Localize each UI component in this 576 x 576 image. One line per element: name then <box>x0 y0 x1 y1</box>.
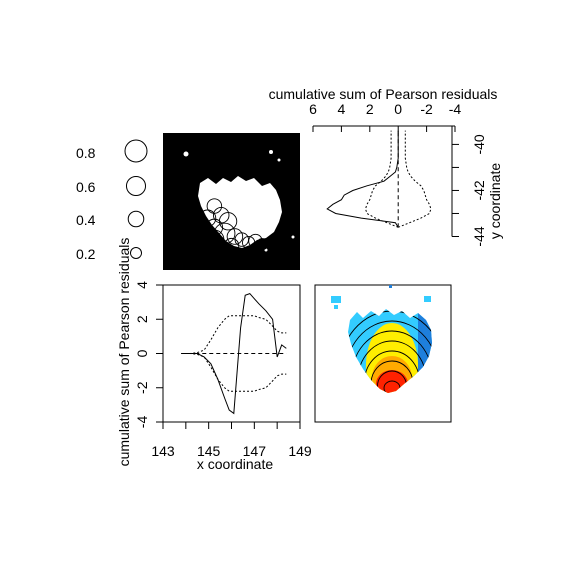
bubble-legend-label: 0.6 <box>76 179 96 195</box>
y-panel-right-tick-label: -42 <box>471 180 487 200</box>
bubble-legend-circle <box>124 139 148 163</box>
residual-bubble <box>226 228 244 245</box>
x-panel-left-axis-label: cumulative sum of Pearson residuals <box>116 238 132 467</box>
x-residual-panel: 143 145 147 149 -4 -2 0 2 4 x coordinate cumula… <box>116 238 312 472</box>
y-panel-top-tick-label: -4 <box>449 101 462 117</box>
field-speck <box>334 305 338 309</box>
y-panel-right-tick-label: -40 <box>471 134 487 154</box>
bubble-map-panel <box>163 133 300 270</box>
y-panel-top-tick-label: 4 <box>338 101 346 117</box>
bubble-legend: 0.8 0.6 0.4 0.2 <box>76 139 148 262</box>
x-panel-left-tick-label: 2 <box>134 315 150 323</box>
y-panel-top-tick-label: 2 <box>366 101 374 117</box>
smoothed-field-panel <box>314 284 452 423</box>
island-speck <box>269 150 273 154</box>
x-panel-bottom-tick-label: 147 <box>243 443 267 459</box>
x-panel-bottom-tick-label: 145 <box>197 443 221 459</box>
residual-bubble <box>204 229 225 250</box>
y-panel-series <box>326 130 432 228</box>
x-panel-bottom-axis-label: x coordinate <box>197 456 273 472</box>
y-panel-right-tick-label: -44 <box>471 226 487 246</box>
y-panel-right-axis: -44 -42 -40 <box>451 126 487 247</box>
island-speck <box>291 235 295 239</box>
island-speck <box>277 158 281 162</box>
x-panel-upper-envelope-line <box>181 315 287 354</box>
y-panel-top-tick-label: -2 <box>420 101 433 117</box>
bubble-legend-label: 0.2 <box>76 246 96 262</box>
y-panel-top-axis: 6 4 2 0 -2 -4 <box>309 101 461 132</box>
island-land-mask <box>198 176 282 248</box>
bubble-legend-circle <box>127 210 145 228</box>
y-residual-panel: cumulative sum of Pearson residuals 6 4 2 0… <box>269 86 503 247</box>
bubble-legend-label: 0.8 <box>76 145 96 161</box>
x-panel-bottom-tick-label: 143 <box>151 443 175 459</box>
island-speck <box>183 151 189 157</box>
y-panel-top-axis-label: cumulative sum of Pearson residuals <box>269 86 498 102</box>
bubble-legend-label: 0.4 <box>76 212 96 228</box>
residual-bubble <box>223 237 240 254</box>
residual-bubble <box>256 238 269 251</box>
x-panel-lower-envelope-line <box>181 353 287 392</box>
bubble-legend-circle <box>129 246 143 260</box>
residual-bubble <box>215 241 228 254</box>
bubble-legend-circle <box>125 175 147 197</box>
field-speck <box>424 296 431 302</box>
x-panel-series <box>181 293 287 415</box>
x-panel-left-tick-label: 0 <box>134 349 150 357</box>
x-panel-bottom-axis: 143 145 147 149 <box>151 421 312 459</box>
field-contour-line <box>348 320 432 393</box>
x-panel-bottom-tick-label: 149 <box>288 443 312 459</box>
residual-bubble <box>248 233 263 249</box>
residual-bubble <box>198 209 217 227</box>
y-panel-top-tick-label: 6 <box>309 101 317 117</box>
y-panel-right-axis-label: y coordinate <box>487 163 503 239</box>
y-panel-upper-envelope-line <box>364 130 399 228</box>
x-panel-left-tick-label: 4 <box>134 281 150 289</box>
y-panel-lower-envelope-line <box>398 130 432 228</box>
field-speck <box>389 285 392 288</box>
y-panel-observed-line <box>326 130 399 228</box>
field-speck <box>331 296 341 303</box>
residual-bubble <box>242 236 256 250</box>
y-panel-top-tick-label: 0 <box>394 101 402 117</box>
residual-bubbles <box>195 198 269 254</box>
x-panel-left-axis: -4 -2 0 2 4 <box>134 281 164 429</box>
x-panel-left-tick-label: -2 <box>134 381 150 394</box>
x-panel-left-tick-label: -4 <box>134 416 150 429</box>
bubble-legend-circles <box>124 139 148 260</box>
